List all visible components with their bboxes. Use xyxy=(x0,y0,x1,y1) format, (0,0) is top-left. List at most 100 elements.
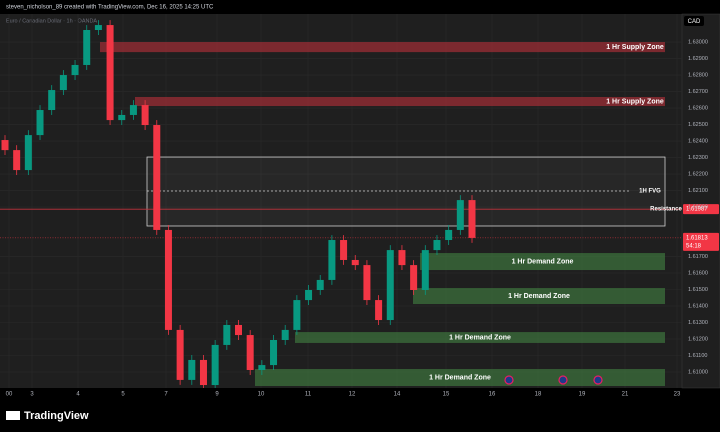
fvg-box xyxy=(146,156,666,227)
candle-body xyxy=(445,229,453,241)
x-tick-label: 5 xyxy=(121,392,125,398)
logo-mark xyxy=(6,411,20,420)
y-tick-label: 1.61700 xyxy=(688,254,708,260)
x-tick-label: 23 xyxy=(674,392,681,398)
y-tick-label: 1.61600 xyxy=(688,270,708,276)
candle-body xyxy=(293,300,301,330)
y-tick-label: 1.63000 xyxy=(688,39,708,45)
candle-body xyxy=(386,250,394,321)
y-tick-label: 1.62000 xyxy=(688,204,708,210)
candle-body xyxy=(48,90,56,111)
last-price: 1.61813 xyxy=(686,235,708,241)
y-tick-label: 1.62700 xyxy=(688,89,708,95)
x-tick-label: 21 xyxy=(622,392,629,398)
candle-body xyxy=(375,300,383,321)
y-tick-label: 1.62600 xyxy=(688,105,708,111)
header-title: steven_nicholson_89 created with Trading… xyxy=(6,5,214,11)
candle-body xyxy=(246,335,254,371)
candle-body xyxy=(305,290,313,301)
symbol-title: Euro / Canadian Dollar · 1h · OANDA xyxy=(6,18,97,24)
y-tick-label: 1.61100 xyxy=(688,353,707,359)
x-tick-label: 19 xyxy=(579,392,586,398)
x-tick-label: 15 xyxy=(443,392,450,398)
x-tick-label: 00 xyxy=(6,392,13,398)
candle-body xyxy=(1,140,9,151)
zone-label: 1 Hr Demand Zone xyxy=(429,374,491,381)
y-tick-label: 1.61000 xyxy=(688,369,708,375)
y-tick-label: 1.62100 xyxy=(688,188,708,194)
candle-body xyxy=(223,324,231,345)
y-tick-label: 1.62900 xyxy=(688,56,708,62)
candle-body xyxy=(258,365,266,371)
candle-body xyxy=(188,359,196,380)
candle-body xyxy=(468,200,476,238)
y-tick-label: 1.61500 xyxy=(688,287,708,293)
y-tick-label: 1.62800 xyxy=(688,72,708,78)
plot-area xyxy=(0,14,682,388)
y-tick-label: 1.61300 xyxy=(688,320,708,326)
y-tick-label: 1.61400 xyxy=(688,303,708,309)
logo: TradingView xyxy=(6,410,89,422)
candle-body xyxy=(234,324,243,336)
candle-body xyxy=(433,240,441,251)
countdown: 54:18 xyxy=(686,243,702,249)
zone-label: 1 Hr Demand Zone xyxy=(508,293,570,300)
x-tick-label: 3 xyxy=(30,392,34,398)
candle-body xyxy=(270,339,278,366)
zone-label: 1 Hr Supply Zone xyxy=(606,98,664,105)
candle-body xyxy=(351,259,359,266)
supply-zone xyxy=(100,42,665,53)
event-icon[interactable] xyxy=(558,375,568,385)
candles xyxy=(1,20,476,388)
x-tick-label: 7 xyxy=(164,392,168,398)
event-icon[interactable] xyxy=(593,375,603,385)
candle-body xyxy=(94,25,102,31)
zone-label: 1 Hr Demand Zone xyxy=(449,334,511,341)
candle-body xyxy=(164,229,172,330)
x-tick-label: 12 xyxy=(349,392,356,398)
currency: CAD xyxy=(688,19,701,25)
candle-body xyxy=(106,25,114,121)
x-tick-label: 9 xyxy=(215,392,219,398)
supply-zone xyxy=(135,96,665,107)
demand-zone xyxy=(295,332,665,343)
currency-box xyxy=(684,16,704,26)
x-tick-label: 14 xyxy=(394,392,401,398)
candle-body xyxy=(199,359,207,386)
candle-body xyxy=(83,30,91,65)
candle-body xyxy=(410,265,418,291)
candle-body xyxy=(36,110,44,136)
candle-body xyxy=(456,200,464,230)
x-tick-label: 18 xyxy=(535,392,542,398)
demand-zone xyxy=(413,288,665,305)
overlays: 1 Hr Supply Zone 1 Hr Supply Zone 1 Hr Dem… xyxy=(429,44,719,381)
x-tick-label: 10 xyxy=(258,392,265,398)
event-icon[interactable] xyxy=(504,375,514,385)
candle-body xyxy=(129,105,137,115)
y-tick-label: 1.61200 xyxy=(688,336,708,342)
demand-zone xyxy=(420,253,665,271)
candle-body xyxy=(71,64,79,76)
candle-body xyxy=(281,329,289,340)
candle-body xyxy=(398,250,406,266)
candle-body xyxy=(328,240,336,280)
candle-body xyxy=(59,75,67,91)
y-tick-label: 1.62400 xyxy=(688,138,708,144)
fvg-label: 1H FVG xyxy=(639,189,661,195)
y-tick-label: 1.62500 xyxy=(688,122,708,128)
candle-body xyxy=(211,344,219,386)
candle-body xyxy=(118,114,126,121)
y-tick-label: 1.62300 xyxy=(688,155,708,161)
candle-body xyxy=(176,329,184,380)
candle-body xyxy=(153,125,161,230)
brand: TradingView xyxy=(24,410,89,422)
candle-body xyxy=(340,240,348,260)
y-tick-label: 1.62200 xyxy=(688,171,708,177)
candle-body xyxy=(141,105,149,126)
zone-label: 1 Hr Supply Zone xyxy=(606,44,664,51)
zone-label: 1 Hr Demand Zone xyxy=(512,258,574,265)
resistance-label: Resistance xyxy=(650,207,682,213)
resistance-price: 1.61987 xyxy=(686,207,708,213)
candle-body xyxy=(316,279,324,291)
